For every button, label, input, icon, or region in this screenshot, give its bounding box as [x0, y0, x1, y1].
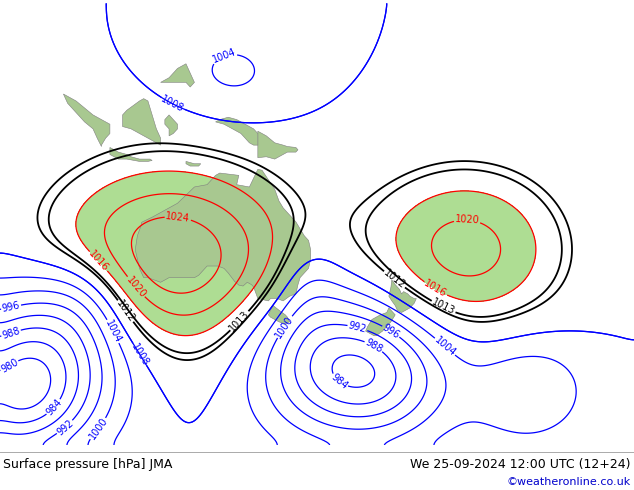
- Text: 996: 996: [1, 300, 21, 314]
- Text: 984: 984: [44, 397, 64, 417]
- Polygon shape: [165, 115, 178, 136]
- Text: ©weatheronline.co.uk: ©weatheronline.co.uk: [507, 477, 631, 487]
- Text: We 25-09-2024 12:00 UTC (12+24): We 25-09-2024 12:00 UTC (12+24): [410, 458, 631, 471]
- Text: 1016: 1016: [422, 278, 448, 299]
- Text: 1012: 1012: [114, 298, 137, 324]
- Text: 1000: 1000: [273, 314, 295, 340]
- Text: 1008: 1008: [159, 94, 186, 114]
- Polygon shape: [122, 98, 160, 145]
- Text: 984: 984: [329, 372, 349, 391]
- Polygon shape: [186, 161, 201, 166]
- Text: 980: 980: [0, 357, 20, 375]
- Polygon shape: [160, 64, 195, 87]
- Text: 1004: 1004: [103, 318, 123, 344]
- Polygon shape: [389, 280, 417, 313]
- Text: 992: 992: [55, 417, 75, 437]
- Text: 1020: 1020: [124, 274, 148, 299]
- Text: Surface pressure [hPa] JMA: Surface pressure [hPa] JMA: [3, 458, 172, 471]
- Text: 1004: 1004: [211, 47, 237, 65]
- Polygon shape: [216, 117, 258, 145]
- Text: 1013: 1013: [228, 309, 252, 333]
- Text: 992: 992: [347, 320, 368, 335]
- Text: 1000: 1000: [87, 416, 110, 441]
- Text: 1020: 1020: [455, 215, 480, 226]
- Text: 1016: 1016: [87, 249, 110, 274]
- Text: 996: 996: [380, 322, 401, 341]
- Text: 1008: 1008: [129, 342, 150, 368]
- Text: 1004: 1004: [432, 335, 458, 358]
- Polygon shape: [63, 94, 110, 147]
- Text: 1013: 1013: [430, 297, 456, 317]
- Polygon shape: [366, 308, 395, 336]
- Polygon shape: [135, 170, 311, 301]
- Polygon shape: [110, 147, 152, 161]
- Text: 988: 988: [363, 337, 384, 355]
- Polygon shape: [268, 306, 290, 324]
- Text: 1012: 1012: [382, 268, 407, 291]
- Text: 1024: 1024: [165, 211, 191, 224]
- Text: 988: 988: [1, 326, 22, 341]
- Polygon shape: [258, 131, 298, 159]
